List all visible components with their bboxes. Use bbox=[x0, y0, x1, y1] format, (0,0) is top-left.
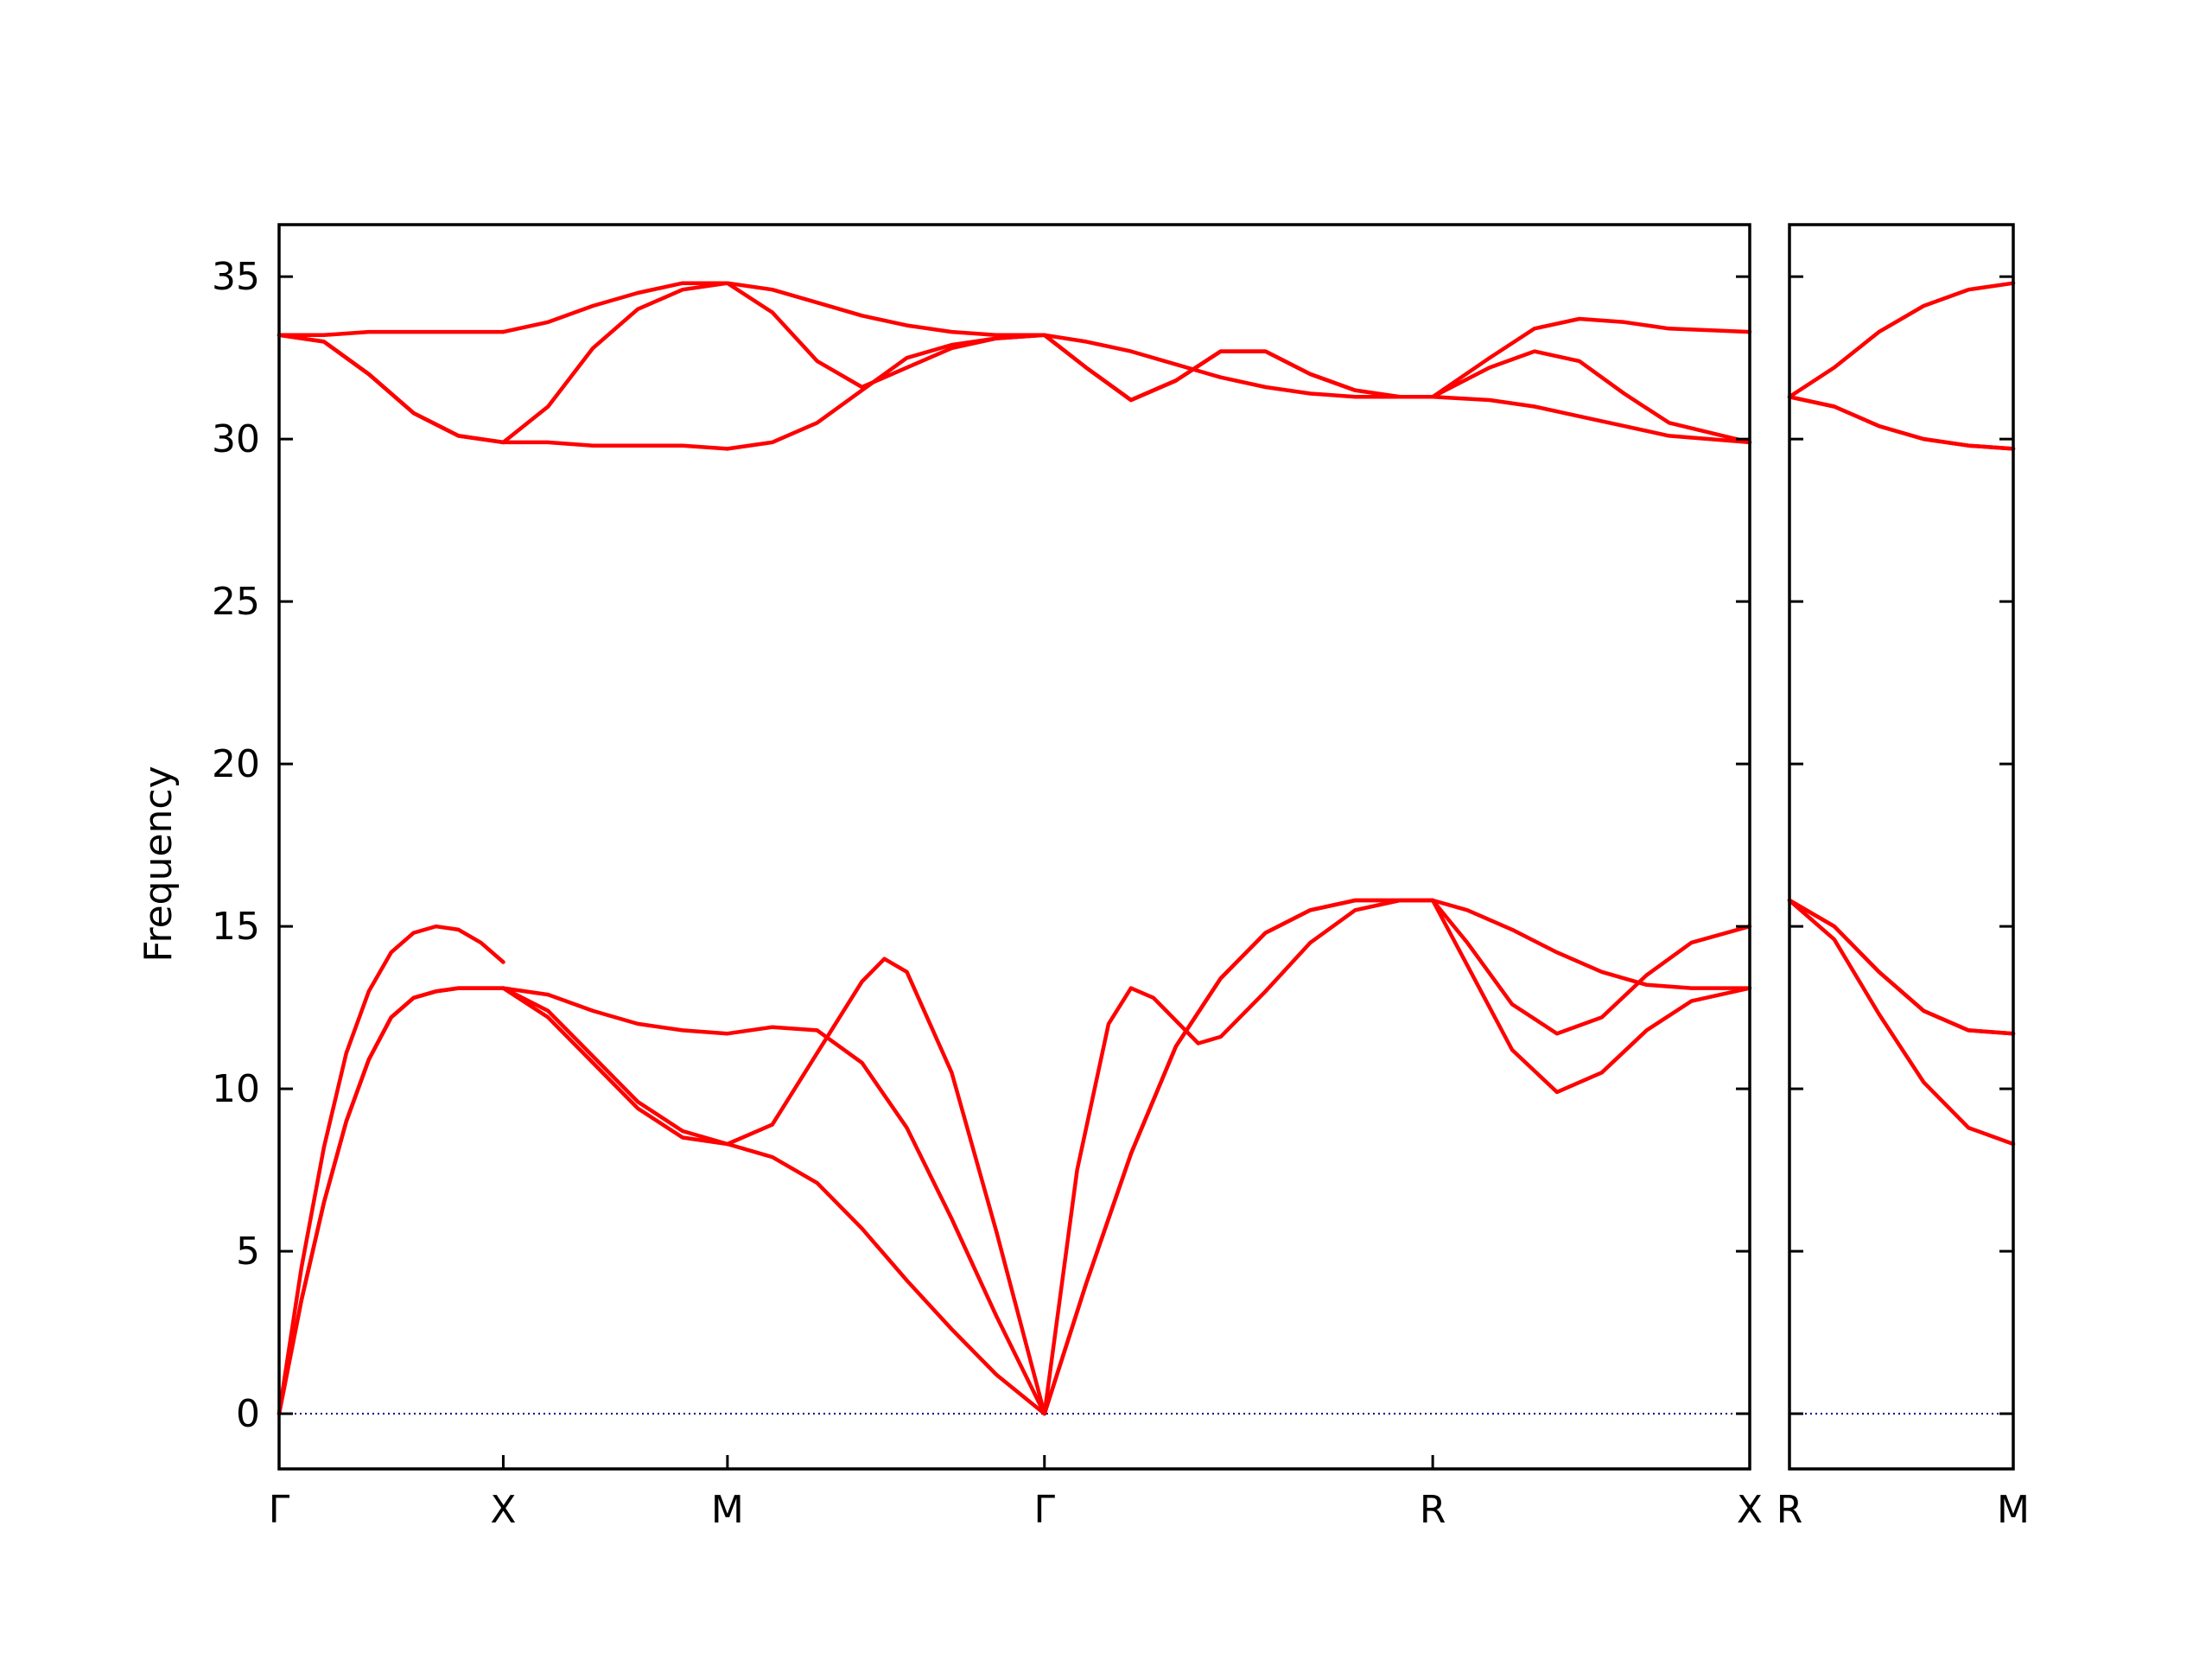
panel-1-segment-1-optical-2-line bbox=[276, 333, 505, 445]
ytick-label: 25 bbox=[212, 580, 260, 624]
panel-1-xtick-label: Γ bbox=[1034, 1488, 1056, 1532]
ytick-label: 30 bbox=[212, 417, 260, 461]
ytick-label: 0 bbox=[236, 1392, 260, 1436]
panel-1-segment-3-acoustic-3-line bbox=[725, 1141, 1047, 1416]
panel-1-segment-3-optical-2-line bbox=[725, 281, 1047, 390]
panel-1-xtick-label: X bbox=[490, 1488, 516, 1532]
panel-1-segment-3-acoustic-1-line bbox=[725, 1025, 1047, 1416]
panel-1-xtick-label: X bbox=[1737, 1488, 1763, 1532]
panel-2-xtick-label: R bbox=[1777, 1488, 1803, 1532]
panel-1-segment-1-optical-3-line bbox=[276, 329, 505, 338]
ytick-label: 10 bbox=[212, 1067, 260, 1111]
panel-1-segment-4-acoustic-2-line bbox=[1042, 898, 1435, 1416]
panel-1-segment-3-acoustic-2-line bbox=[725, 957, 1047, 1416]
panel-1-xtick-label: Γ bbox=[269, 1488, 290, 1532]
panel-2-xtick-label: M bbox=[1997, 1488, 2030, 1532]
panel-1-segment-2-acoustic-1-line bbox=[501, 986, 730, 1036]
panel-1-segment-5-optical-3-line bbox=[1430, 316, 1752, 399]
panel-1-segment-5-acoustic-3-line bbox=[1430, 898, 1752, 1095]
panel-1-segment-5-optical-2-line bbox=[1430, 349, 1752, 445]
panel-1-segment-2-optical-3-line bbox=[501, 281, 730, 334]
panel-1-segment-5-acoustic-1-line bbox=[1430, 898, 1752, 990]
ytick-label: 35 bbox=[212, 255, 260, 299]
panel-1-frame bbox=[277, 223, 1751, 1471]
panel-1-segment-2-acoustic-2-line bbox=[501, 986, 730, 1147]
panel-1-segment-4-optical-3-line bbox=[1042, 333, 1435, 403]
panel-2-segment-1-optical-2-line bbox=[1787, 395, 2016, 451]
panel-2-frame bbox=[1788, 223, 2015, 1471]
panel-1-segment-2-acoustic-3-line bbox=[501, 986, 730, 1147]
panel-1-xtick-label: M bbox=[711, 1488, 744, 1532]
panel-2-segment-1-acoustic-2-line bbox=[1787, 898, 2016, 1147]
ytick-label: 20 bbox=[212, 742, 260, 786]
panel-1-segment-1-acoustic-2-line bbox=[276, 986, 505, 1416]
panel-1: Γ X M Γ R X 0 5 10 15 20 25 30 35 bbox=[212, 223, 1763, 1532]
panel-1-xtick-label: R bbox=[1420, 1488, 1446, 1532]
ytick-label: 15 bbox=[212, 905, 260, 949]
panel-1-segment-1-acoustic-3-line bbox=[276, 924, 505, 1416]
panel-1-segment-2-optical-1-line bbox=[501, 440, 730, 451]
panel-1-segment-4-optical-1-line bbox=[1042, 333, 1435, 399]
ytick-label: 5 bbox=[236, 1230, 260, 1274]
panel-2-segment-1-acoustic-3-line bbox=[1787, 898, 2016, 1036]
panel-1-segment-2-optical-2-line bbox=[501, 281, 730, 445]
panel-2-segment-1-optical-3-line bbox=[1787, 281, 2016, 399]
panel-1-segment-3-optical-3-line bbox=[725, 281, 1047, 338]
panel-1-segment-5-acoustic-2-line bbox=[1430, 898, 1752, 1036]
y-axis-label: Frequency bbox=[137, 766, 181, 962]
panel-1-segment-5-optical-1-line bbox=[1430, 395, 1752, 445]
panel-1-segment-4-acoustic-3-line bbox=[1042, 898, 1435, 1416]
